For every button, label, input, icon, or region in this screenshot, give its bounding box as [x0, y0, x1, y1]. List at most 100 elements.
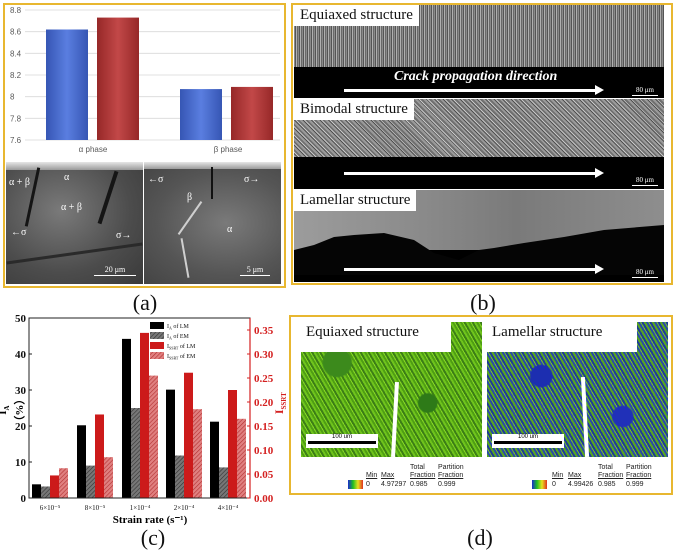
label-beta: β: [187, 192, 193, 203]
legend: IA of LM IA of EM ISSRT of LM ISSRT of EM: [150, 322, 196, 361]
total-header-2: Fraction: [410, 472, 436, 479]
svg-text:7.6: 7.6: [10, 136, 22, 145]
svg-text:0: 0: [21, 493, 27, 505]
svg-text:2×10⁻⁴: 2×10⁻⁴: [174, 504, 195, 512]
panel-a-frame: [3, 3, 286, 288]
partition-value: 0.999: [438, 481, 456, 488]
max-value: 4.97297: [381, 481, 407, 488]
svg-text:4×10⁻⁴: 4×10⁻⁴: [218, 504, 239, 512]
total-header: Total: [598, 464, 613, 471]
scalebar-80um: 80 μm: [632, 268, 658, 278]
svg-text:30: 30: [15, 385, 27, 397]
svg-text:8.6: 8.6: [10, 28, 22, 37]
panel-label-a: (a): [132, 290, 158, 315]
scalebar-20um: 20 μm: [94, 265, 136, 276]
crack-profile: [294, 225, 664, 275]
map-title: Equiaxed structure: [301, 322, 451, 352]
crack: [580, 376, 590, 457]
scalebar-100um: 100 um: [492, 434, 564, 448]
bars: [46, 17, 273, 140]
panel-c-bar-chart: 0 10 20 30 40 50 0.00 0.05 0.10 0.15 0.20 0.25 0.30 0…: [15, 313, 274, 512]
svg-text:8: 8: [10, 93, 15, 102]
y-axis-ticks: 7.6 7.8 8 8.2 8.4 8.6 8.8: [10, 6, 22, 145]
total-header: Total: [410, 464, 425, 471]
map-title: Lamellar structure: [487, 322, 637, 352]
crack: [391, 381, 399, 457]
scalebar-label: 80 μm: [636, 86, 654, 94]
scalebar-label: 80 μm: [636, 176, 654, 184]
scalebar-label: 100 um: [517, 434, 538, 440]
svg-text:8.4: 8.4: [10, 49, 22, 58]
min-header: Min: [552, 472, 564, 479]
svg-text:0.00: 0.00: [254, 493, 274, 505]
y-axis-label-right: ISSRT: [271, 392, 289, 415]
crack-direction-arrow: [344, 168, 604, 178]
panel-label-b: (b): [470, 290, 496, 315]
micrograph-equiaxed: Equiaxed structure Crack propagation dir…: [294, 5, 664, 98]
partition-header: Partition: [626, 464, 652, 471]
crack-direction-caption: Crack propagation direction: [394, 69, 558, 84]
crack-direction-arrow: [344, 85, 604, 95]
partition-value: 0.999: [626, 481, 644, 488]
svg-text:0.15: 0.15: [254, 421, 274, 433]
min-value: 0: [552, 481, 556, 488]
image-title: Bimodal structure: [294, 99, 414, 120]
max-header: Max: [381, 472, 395, 479]
kam-map-equiaxed: Equiaxed structure 100 um: [301, 322, 482, 457]
micrograph-lamellar: Lamellar structure 80 μm: [294, 190, 664, 282]
label-alpha: α: [64, 172, 70, 183]
scalebar-label: 80 μm: [636, 268, 654, 276]
image-title: Equiaxed structure: [294, 5, 419, 26]
scalebar-100um: 100 um: [306, 434, 378, 448]
svg-text:6×10⁻⁵: 6×10⁻⁵: [40, 504, 61, 512]
label-alpha-beta-2: α + β: [61, 202, 82, 213]
color-scale-icon: [532, 480, 547, 489]
svg-text:8×10⁻⁵: 8×10⁻⁵: [85, 504, 106, 512]
svg-text:0.10: 0.10: [254, 445, 274, 457]
svg-text:0.05: 0.05: [254, 469, 274, 481]
kam-map-lamellar: Lamellar structure 100 um: [487, 322, 668, 457]
svg-text:50: 50: [15, 313, 27, 325]
sem-image-left: α + β α α + β ←σ σ→ 20 μm: [6, 162, 143, 284]
partition-header: Partition: [438, 464, 464, 471]
svg-text:0.25: 0.25: [254, 373, 274, 385]
svg-text:40: 40: [15, 349, 27, 361]
min-header: Min: [366, 472, 378, 479]
svg-text:ISSRT of LM: ISSRT of LM: [167, 343, 196, 351]
scalebar-label: 20 μm: [104, 265, 126, 274]
svg-text:20: 20: [15, 421, 27, 433]
label-sigma-right: σ→: [116, 230, 132, 241]
image-title: Lamellar structure: [294, 190, 417, 211]
micrograph-bimodal: Bimodal structure 80 μm: [294, 99, 664, 189]
kam-legend-equiaxed: Min 0 Max 4.97297 Total Fraction 0.985 P…: [348, 464, 488, 492]
svg-text:8.8: 8.8: [10, 6, 22, 15]
svg-text:8.2: 8.2: [10, 71, 22, 80]
label-alpha: α: [227, 224, 233, 235]
max-value: 4.99426: [568, 481, 594, 488]
max-header: Max: [568, 472, 582, 479]
x-axis-label: Strain rate (s⁻¹): [112, 514, 188, 526]
panel-d-frame: [289, 315, 673, 495]
scalebar-80um: 80 μm: [632, 86, 658, 96]
scalebar-label: 100 um: [331, 434, 352, 440]
total-value: 0.985: [598, 481, 616, 488]
svg-text:0.35: 0.35: [254, 325, 274, 337]
svg-text:10: 10: [15, 457, 27, 469]
bars: [32, 332, 246, 498]
kam-legend-lamellar: Min 0 Max 4.99426 Total Fraction 0.985 P…: [532, 464, 672, 492]
total-value: 0.985: [410, 481, 428, 488]
panel-b-frame: [291, 3, 673, 285]
panel-a-bar-chart: 7.6 7.8 8 8.2 8.4 8.6 8.8: [10, 6, 280, 145]
label-sigma-left: ←σ: [11, 227, 27, 238]
crack-direction-arrow: [344, 264, 604, 274]
svg-text:0.30: 0.30: [254, 349, 274, 361]
sem-image-right: ←σ σ→ β α 5 μm: [144, 162, 281, 284]
scalebar-80um: 80 μm: [632, 176, 658, 186]
svg-text:IA of EM: IA of EM: [167, 333, 190, 341]
svg-text:0.20: 0.20: [254, 397, 274, 409]
label-alpha-beta-1: α + β: [9, 177, 30, 188]
svg-text:7.8: 7.8: [10, 114, 22, 123]
scalebar-label: 5 μm: [246, 265, 264, 274]
panel-label-d: (d): [467, 525, 493, 550]
partition-header-2: Fraction: [626, 472, 652, 479]
